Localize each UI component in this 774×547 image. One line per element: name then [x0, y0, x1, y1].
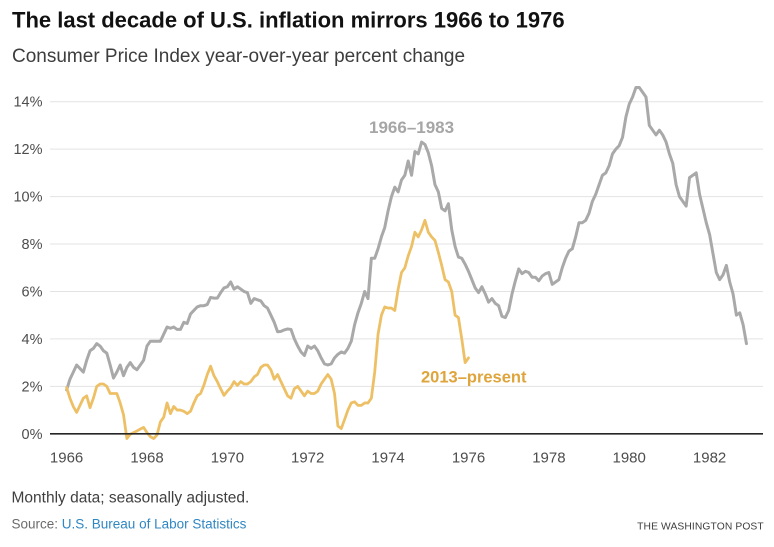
- svg-text:6%: 6%: [22, 284, 43, 300]
- svg-text:1974: 1974: [371, 450, 404, 467]
- svg-text:8%: 8%: [22, 237, 43, 253]
- svg-text:1966–1983: 1966–1983: [369, 118, 454, 137]
- svg-text:1966: 1966: [50, 450, 83, 467]
- svg-text:1968: 1968: [130, 450, 163, 467]
- svg-text:1972: 1972: [291, 450, 324, 467]
- svg-text:1978: 1978: [532, 450, 565, 467]
- svg-text:Source: U.S. Bureau of Labor S: Source: U.S. Bureau of Labor Statistics: [12, 517, 247, 532]
- svg-text:4%: 4%: [22, 332, 43, 348]
- svg-text:14%: 14%: [13, 95, 42, 111]
- svg-text:1970: 1970: [211, 450, 244, 467]
- svg-text:1976: 1976: [452, 450, 485, 467]
- svg-text:1982: 1982: [693, 450, 726, 467]
- svg-text:Consumer Price Index year-over: Consumer Price Index year-over-year perc…: [12, 46, 465, 67]
- svg-text:Monthly data; seasonally adjus: Monthly data; seasonally adjusted.: [12, 490, 250, 507]
- svg-text:THE WASHINGTON POST: THE WASHINGTON POST: [637, 522, 764, 533]
- svg-text:12%: 12%: [13, 142, 42, 158]
- svg-text:2013–present: 2013–present: [421, 369, 527, 387]
- svg-text:The last decade of U.S. inflat: The last decade of U.S. inflation mirror…: [12, 7, 565, 32]
- svg-text:10%: 10%: [13, 190, 42, 206]
- svg-text:2%: 2%: [22, 379, 43, 395]
- svg-text:0%: 0%: [22, 427, 43, 443]
- svg-text:1980: 1980: [613, 450, 646, 467]
